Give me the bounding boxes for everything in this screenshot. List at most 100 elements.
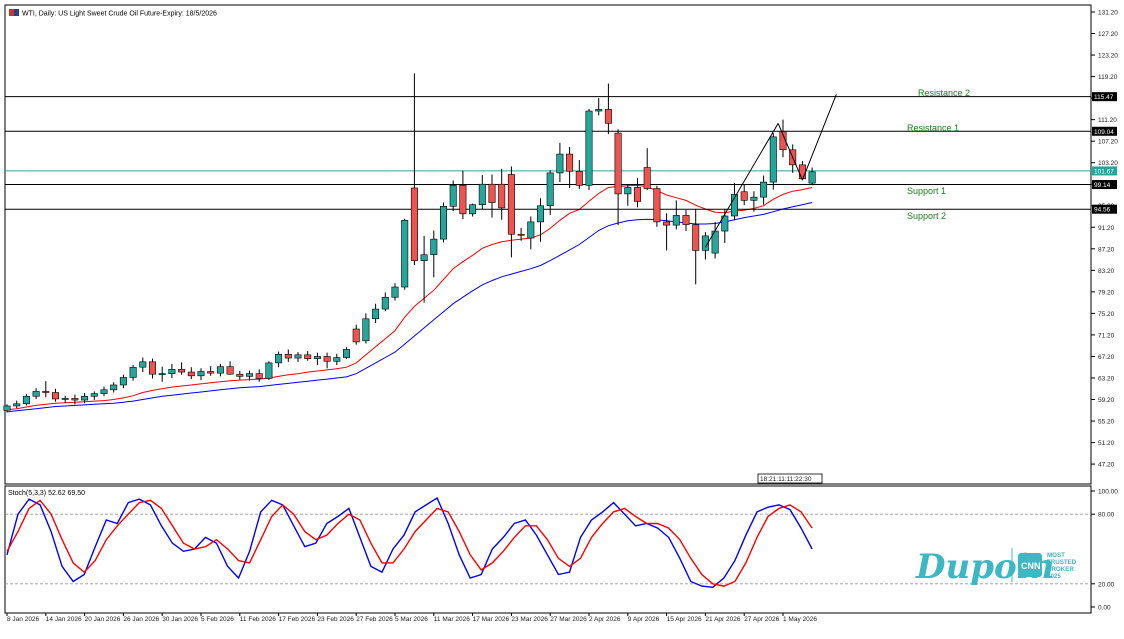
- candle-body: [663, 221, 671, 226]
- candle-body: [255, 373, 263, 379]
- candle: [401, 218, 409, 290]
- candle-body: [469, 204, 477, 215]
- candle-body: [158, 373, 166, 375]
- candle-body: [216, 366, 224, 374]
- candle: [3, 404, 11, 413]
- candle-body: [808, 171, 816, 184]
- candle: [275, 351, 283, 368]
- candle: [643, 148, 651, 191]
- candle: [410, 73, 418, 265]
- x-tick-label: 14 Jan 2026: [46, 616, 82, 623]
- candle: [430, 230, 438, 278]
- x-tick-label: 11 Mar 2026: [434, 616, 470, 623]
- candle: [692, 209, 700, 285]
- stochastic-panel: Stoch(5,3,3) 52.62 69.50 100.00 80.00 20.00…: [4, 485, 1118, 614]
- candle: [633, 178, 641, 208]
- candle: [478, 175, 486, 209]
- candle: [488, 174, 496, 218]
- level-annotation: Resistance 2: [918, 88, 970, 98]
- candle: [32, 388, 40, 399]
- candle-body: [110, 384, 118, 391]
- candle-body: [90, 393, 98, 397]
- y-tick-label: 123.20: [1098, 53, 1118, 60]
- x-tick-label: 2 Apr 2026: [589, 616, 621, 623]
- y-tick-label: 127.20: [1098, 31, 1118, 38]
- price-level-tag-bg: [1092, 92, 1117, 102]
- candle: [71, 394, 79, 405]
- candle-body: [546, 172, 554, 207]
- candle: [372, 303, 380, 324]
- price-level-tag: 94.56: [1092, 204, 1117, 214]
- y-tick-label: 91.20: [1098, 225, 1115, 232]
- candle-body: [721, 215, 729, 232]
- candle: [760, 175, 768, 205]
- y-tick-label: 87.20: [1098, 246, 1115, 253]
- x-tick-label: 15 Apr 2026: [667, 616, 702, 623]
- candle-body: [333, 357, 341, 362]
- candle: [730, 183, 738, 221]
- y-tick-label: 59.20: [1098, 397, 1115, 404]
- candle: [750, 191, 758, 212]
- stoch-title: Stoch(5,3,3) 52.62 69.50: [8, 490, 85, 497]
- price-level-tag-label: 99.14: [1094, 182, 1111, 189]
- candle: [682, 210, 690, 232]
- candle: [469, 203, 477, 217]
- candle-body: [536, 205, 544, 223]
- candle-body: [595, 109, 603, 112]
- candle-body: [3, 405, 11, 411]
- candle: [653, 185, 661, 227]
- candle: [61, 395, 69, 403]
- y-tick-label: 83.20: [1098, 268, 1115, 275]
- price-level-tag: 101.67: [1092, 166, 1117, 176]
- candle: [701, 232, 709, 260]
- candle-body: [323, 356, 331, 362]
- candle-body: [430, 238, 438, 256]
- candle: [740, 184, 748, 206]
- candle: [216, 363, 224, 377]
- price-level-tag-bg: [1092, 166, 1117, 176]
- x-tick-label: 8 Jan 2026: [7, 616, 40, 623]
- candle: [575, 160, 583, 190]
- candle: [81, 393, 89, 404]
- x-tick-label: 9 Apr 2026: [628, 616, 660, 623]
- candle-body: [100, 389, 108, 394]
- trendline: [704, 123, 779, 248]
- cnn-badge-icon: [1018, 553, 1042, 577]
- ma-fast-line: [6, 184, 813, 411]
- price-level-tag: 99.14: [1092, 180, 1117, 190]
- candle-body: [61, 398, 69, 400]
- candle: [352, 324, 360, 345]
- candle-body: [750, 196, 758, 201]
- x-tick-label: 5 Mar 2026: [395, 616, 428, 623]
- y-tick-label: 75.20: [1098, 311, 1115, 318]
- price-level-tag-bg: [1092, 180, 1117, 190]
- candle-body: [498, 183, 506, 209]
- candle-body: [439, 205, 447, 240]
- crosshair-label: 18:21:11:11:22:30: [760, 476, 812, 483]
- candle: [197, 368, 205, 381]
- badge-caption-line: BROKER: [1047, 566, 1074, 573]
- candle-body: [517, 233, 525, 236]
- candle: [110, 382, 118, 393]
- candle: [527, 216, 535, 250]
- price-panel: WTI, Daily: US Light Sweet Crude Oil Fut…: [3, 4, 1118, 485]
- x-tick-label: 20 Jan 2026: [85, 616, 121, 623]
- price-level-tag: 109.04: [1092, 126, 1117, 136]
- x-tick-label: 23 Mar 2026: [511, 616, 548, 623]
- candle-body: [614, 132, 622, 195]
- candle-body: [381, 296, 389, 310]
- candle: [333, 353, 341, 366]
- candle: [226, 361, 234, 375]
- candle: [342, 347, 350, 360]
- y-tick-label: 55.20: [1098, 419, 1115, 426]
- x-tick-label: 17 Mar 2026: [473, 616, 510, 623]
- x-tick-label: 1 May 2026: [783, 616, 817, 623]
- y-tick-label: 71.20: [1098, 332, 1115, 339]
- candle-body: [566, 153, 574, 172]
- candle: [149, 358, 157, 379]
- candle-body: [556, 153, 564, 174]
- candle: [566, 147, 574, 188]
- candle: [595, 98, 603, 116]
